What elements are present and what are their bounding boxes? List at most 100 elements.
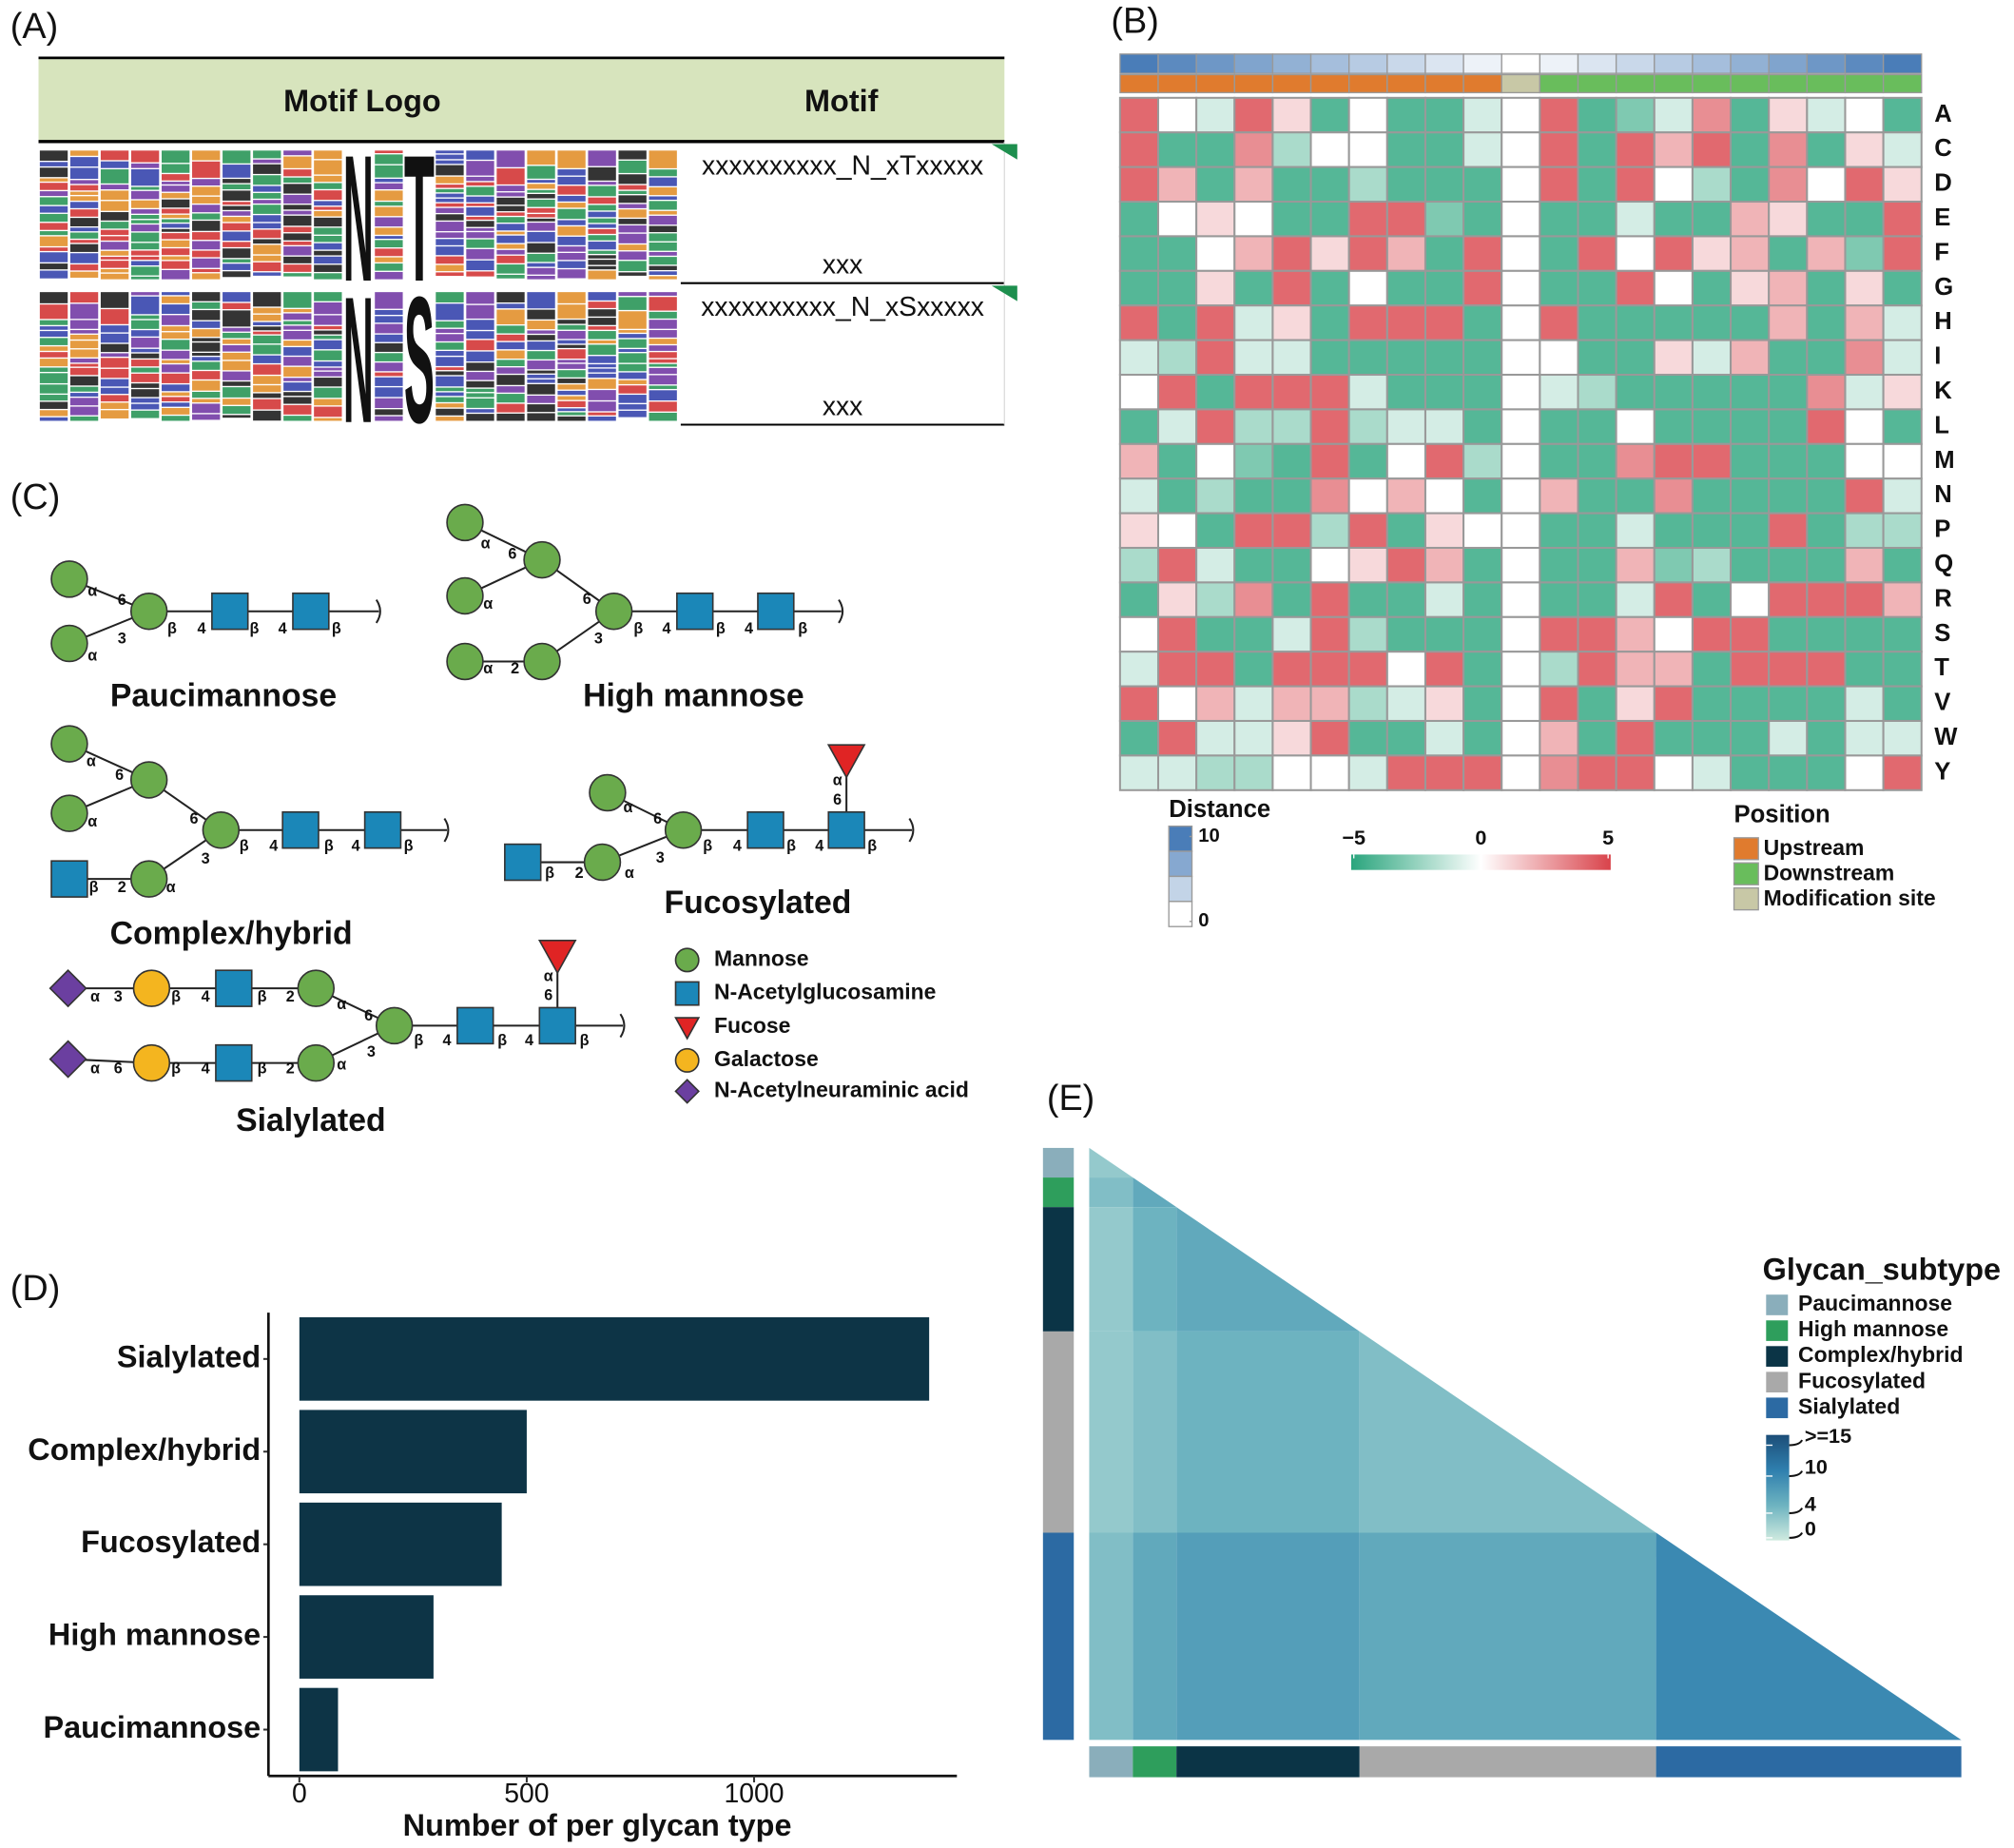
heat-cell — [1844, 304, 1885, 341]
row-label: H — [1934, 308, 1952, 335]
heat-cell — [1882, 546, 1923, 584]
heat-cell — [1156, 373, 1198, 411]
position-cell — [1462, 73, 1502, 94]
heat-cell — [1882, 512, 1923, 550]
heat-cell — [1501, 235, 1541, 272]
heat-cell — [1539, 269, 1579, 307]
galactose — [132, 1043, 171, 1082]
logo-glyph — [618, 330, 647, 333]
logo-glyph — [283, 392, 312, 397]
logo-glyph — [649, 320, 677, 329]
logo-glyph — [223, 231, 251, 242]
heat-cell — [1271, 373, 1312, 411]
bar — [299, 1410, 527, 1494]
logo-glyph — [162, 397, 190, 401]
logo-glyph — [527, 335, 555, 340]
logo-glyph — [162, 233, 190, 240]
heat-cell — [1653, 235, 1694, 272]
logo-glyph — [588, 292, 616, 301]
logo-glyph — [192, 321, 221, 328]
logo-glyph — [588, 373, 616, 379]
logo-glyph — [69, 416, 99, 421]
logo-glyph — [100, 325, 129, 333]
heat-cell — [1385, 408, 1426, 445]
heat-cell — [1271, 651, 1312, 688]
linkage-label: 2 — [286, 1060, 295, 1078]
logo-glyph — [527, 223, 555, 231]
heat-cell — [1882, 235, 1923, 272]
heat-cell — [1195, 373, 1236, 411]
heat-cell — [1806, 615, 1847, 653]
mannose — [446, 503, 484, 542]
heat-cell — [1539, 339, 1579, 377]
row-label: K — [1934, 378, 1952, 404]
heat-cell — [1615, 201, 1656, 238]
heat-cell — [1539, 96, 1579, 134]
mannose — [297, 1043, 336, 1082]
mannose — [523, 540, 561, 579]
heat-cell — [1233, 546, 1274, 584]
logo-glyph — [69, 334, 99, 340]
logo-glyph — [436, 328, 464, 333]
heat-cell — [1423, 408, 1465, 445]
linkage-label: 3 — [594, 631, 603, 648]
logo-glyph — [223, 387, 251, 398]
row-label: A — [1934, 101, 1952, 127]
logo-glyph — [283, 325, 312, 330]
logo-glyph — [527, 379, 555, 383]
logo-glyph — [496, 249, 525, 255]
heat-cell — [1118, 512, 1160, 550]
logo-glyph — [130, 320, 160, 329]
heat-cell — [1691, 719, 1733, 757]
heat-cell — [1385, 235, 1426, 272]
heat-cell — [1501, 615, 1541, 653]
logo-glyph — [100, 358, 129, 368]
heat-cell — [1423, 512, 1465, 550]
logo-glyph — [314, 340, 342, 350]
logo-glyph — [496, 168, 525, 185]
logo-glyph — [39, 417, 68, 421]
logo-glyph — [192, 357, 221, 361]
logo-glyph — [496, 303, 525, 309]
logo-glyph — [39, 367, 68, 372]
logo-glyph — [649, 201, 677, 210]
logo-glyph — [223, 211, 251, 216]
logo-glyph — [496, 367, 525, 374]
heat-cell — [1768, 685, 1809, 723]
logo-glyph — [253, 262, 281, 272]
logo-glyph — [436, 154, 464, 160]
logo-glyph — [314, 227, 342, 235]
distance-cell — [1730, 53, 1770, 74]
logo-glyph — [436, 160, 464, 165]
logo-glyph — [496, 243, 525, 249]
logo-glyph — [253, 229, 281, 239]
logo-glyph — [375, 248, 403, 257]
logo-glyph — [162, 256, 190, 261]
heat-cell — [1806, 581, 1847, 618]
heat-cell — [1691, 754, 1733, 791]
logo-glyph — [588, 197, 616, 204]
logo-glyph — [223, 223, 251, 231]
linkage-label: 4 — [815, 838, 823, 855]
logo-glyph — [39, 270, 68, 279]
heat-cell — [1462, 339, 1503, 377]
logo-glyph — [192, 186, 221, 196]
row-label: C — [1934, 135, 1952, 162]
heat-cell — [1118, 131, 1160, 168]
logo-glyph — [253, 335, 281, 344]
logo-glyph — [527, 351, 555, 360]
logo-glyph — [496, 292, 525, 302]
linkage-label: β — [250, 620, 260, 637]
position-cell — [1539, 73, 1579, 94]
linkage-label: α — [625, 865, 634, 882]
heat-cell — [1195, 339, 1236, 377]
colorbar-tick-label: 4 — [1805, 1492, 1816, 1516]
logo-glyph — [588, 242, 616, 250]
heat-cell — [1195, 201, 1236, 238]
linkage-label: β — [580, 1032, 590, 1049]
heat-cell — [1768, 477, 1809, 515]
heat-cell — [1730, 477, 1771, 515]
logo-glyph — [130, 296, 160, 315]
heat-cell — [1309, 339, 1350, 377]
logo-glyph — [588, 166, 616, 181]
